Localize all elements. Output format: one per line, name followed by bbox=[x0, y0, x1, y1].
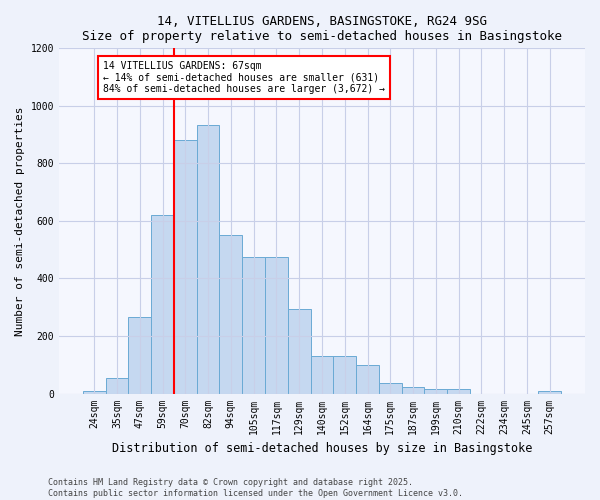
Bar bbox=[538, 392, 561, 394]
Bar bbox=[174, 140, 197, 394]
Title: 14, VITELLIUS GARDENS, BASINGSTOKE, RG24 9SG
Size of property relative to semi-d: 14, VITELLIUS GARDENS, BASINGSTOKE, RG24… bbox=[82, 15, 562, 43]
Bar bbox=[242, 257, 265, 394]
Bar bbox=[424, 388, 447, 394]
Bar bbox=[379, 384, 401, 394]
Text: Contains HM Land Registry data © Crown copyright and database right 2025.
Contai: Contains HM Land Registry data © Crown c… bbox=[48, 478, 463, 498]
Bar bbox=[334, 356, 356, 394]
Bar bbox=[220, 236, 242, 394]
Bar bbox=[151, 215, 174, 394]
Text: 14 VITELLIUS GARDENS: 67sqm
← 14% of semi-detached houses are smaller (631)
84% : 14 VITELLIUS GARDENS: 67sqm ← 14% of sem… bbox=[103, 62, 385, 94]
Bar bbox=[288, 308, 311, 394]
Y-axis label: Number of semi-detached properties: Number of semi-detached properties bbox=[15, 106, 25, 336]
X-axis label: Distribution of semi-detached houses by size in Basingstoke: Distribution of semi-detached houses by … bbox=[112, 442, 532, 455]
Bar bbox=[106, 378, 128, 394]
Bar bbox=[265, 257, 288, 394]
Bar bbox=[447, 389, 470, 394]
Bar bbox=[356, 365, 379, 394]
Bar bbox=[401, 387, 424, 394]
Bar bbox=[311, 356, 334, 394]
Bar bbox=[83, 390, 106, 394]
Bar bbox=[197, 124, 220, 394]
Bar bbox=[128, 318, 151, 394]
